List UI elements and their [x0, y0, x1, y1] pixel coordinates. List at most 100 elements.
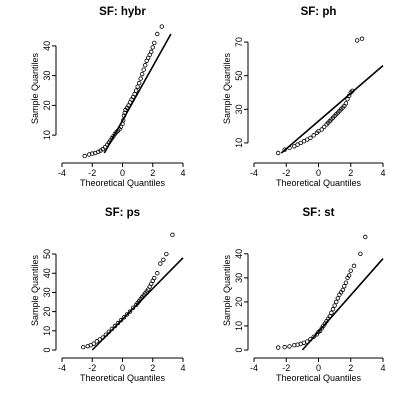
qq-point — [319, 127, 324, 132]
qq-point — [308, 135, 313, 141]
x-axis-label: Theoretical Quantiles — [276, 178, 362, 188]
x-tick-label: 0 — [120, 363, 125, 373]
y-tick-label: 0 — [42, 347, 52, 352]
x-axis-label: Theoretical Quantiles — [80, 178, 166, 188]
qq-reference-line — [280, 65, 384, 154]
qq-point — [330, 306, 336, 312]
qq-point — [150, 45, 155, 50]
y-tick-label: 70 — [234, 37, 244, 47]
qq-point — [287, 344, 292, 349]
x-tick-label: 4 — [180, 168, 185, 178]
x-tick-label: -4 — [58, 168, 66, 178]
qq-point — [332, 303, 337, 308]
qq-point — [152, 40, 157, 46]
qq-point — [275, 150, 281, 156]
y-tick-label: 30 — [42, 71, 52, 81]
x-tick-label: -2 — [282, 363, 290, 373]
x-tick-label: 4 — [380, 168, 385, 178]
panel-title: SF: ph — [301, 6, 337, 18]
qq-point — [164, 251, 169, 257]
qq-point — [298, 140, 303, 146]
qq-point — [351, 263, 357, 269]
qq-point — [142, 63, 148, 68]
qq-point — [334, 299, 339, 305]
panel-title: SF: ps — [105, 207, 140, 219]
qq-point — [139, 71, 145, 77]
qq-point — [350, 88, 355, 94]
qq-point — [94, 339, 99, 344]
qq-point — [115, 320, 121, 326]
qq-point — [158, 261, 163, 266]
x-tick-label: 2 — [150, 168, 155, 178]
qq-point — [316, 128, 321, 134]
x-tick-label: 0 — [120, 168, 125, 178]
qq-point — [106, 329, 112, 334]
y-axis-label: Sample Quantiles — [30, 52, 40, 124]
qq-point — [133, 88, 139, 93]
qq-point — [122, 110, 127, 116]
qq-point — [340, 287, 345, 293]
qq-point — [329, 310, 334, 315]
qq-point — [348, 268, 353, 273]
qq-point — [311, 334, 316, 339]
x-tick-label: 2 — [348, 363, 353, 373]
qq-point — [343, 280, 349, 285]
qq-point — [155, 271, 160, 276]
panel-title: SF: st — [303, 207, 335, 219]
qq-point — [305, 339, 310, 344]
qq-point — [335, 296, 341, 301]
y-tick-label: 20 — [42, 307, 52, 317]
x-tick-label: -2 — [282, 168, 290, 178]
qq-point — [346, 93, 352, 99]
x-axis-label: Theoretical Quantiles — [276, 373, 362, 383]
qq-point — [355, 38, 360, 43]
qq-point — [130, 305, 136, 310]
panel-title: SF: hybr — [99, 6, 146, 18]
qq-point — [118, 318, 124, 323]
qq-point — [311, 133, 316, 138]
qq-point — [121, 113, 127, 119]
y-tick-label: 30 — [234, 104, 244, 114]
qq-reference-line — [301, 258, 384, 351]
x-tick-label: 0 — [316, 168, 321, 178]
qq-point — [161, 257, 166, 262]
qq-point — [305, 137, 310, 142]
x-tick-label: 4 — [180, 363, 185, 373]
qq-point — [292, 144, 297, 149]
qq-point — [82, 153, 87, 159]
qq-point — [159, 24, 165, 29]
qq-point — [96, 149, 101, 155]
qq-point — [121, 118, 126, 123]
qq-point — [97, 337, 103, 342]
qq-point — [359, 36, 365, 41]
x-axis-label: Theoretical Quantiles — [80, 373, 166, 383]
x-tick-label: 4 — [380, 363, 385, 373]
qq-point — [308, 336, 313, 342]
qq-point — [345, 97, 350, 102]
y-tick-label: 30 — [234, 273, 244, 283]
qq-point — [346, 273, 352, 278]
qq-point — [121, 315, 127, 320]
x-tick-label: 0 — [316, 363, 321, 373]
qq-point — [132, 91, 137, 97]
qq-point — [295, 142, 300, 147]
y-tick-label: 50 — [42, 249, 52, 259]
qq-point — [170, 232, 175, 238]
y-axis-label: Sample Quantiles — [222, 254, 232, 326]
y-tick-label: 10 — [234, 321, 244, 331]
qq-point — [275, 345, 281, 350]
y-tick-label: 40 — [42, 41, 52, 51]
qq-point — [342, 284, 347, 289]
y-tick-label: 10 — [42, 326, 52, 336]
qq-point — [138, 76, 143, 81]
qq-point — [135, 84, 140, 89]
qq-point — [363, 234, 368, 240]
y-tick-label: 30 — [42, 287, 52, 297]
qq-point — [327, 314, 332, 319]
y-tick-label: 20 — [42, 100, 52, 110]
y-tick-label: 10 — [234, 138, 244, 148]
qq-point — [124, 312, 130, 317]
x-tick-label: 2 — [150, 363, 155, 373]
